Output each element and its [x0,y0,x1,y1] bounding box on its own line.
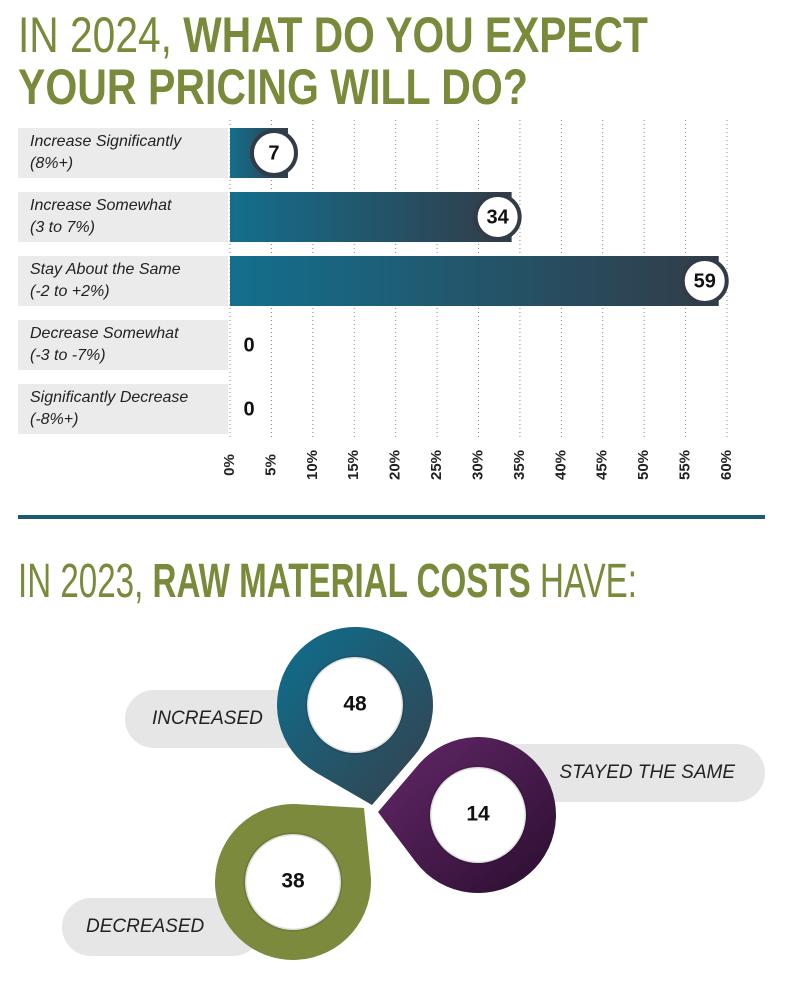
chart-title: IN 2024, WHAT DO YOU EXPECT [18,7,648,63]
pin-center [305,655,405,755]
bar [230,192,512,242]
title-part: WHAT DO YOU EXPECT [183,7,648,63]
label-pill [480,744,765,802]
x-tick-label: 20% [387,450,404,480]
category-label: Increase Somewhat (3 to 7%) [18,192,228,242]
x-tick-label: 40% [552,450,569,480]
chart-title: YOUR PRICING WILL DO? [18,59,528,115]
value-label: 48 [343,693,367,716]
value-label: 7 [268,142,279,164]
category-label: DECREASED [86,916,205,937]
x-tick-label: 50% [635,450,652,480]
category-label: Significantly Decrease (-8%+) [18,384,228,434]
value-label: 0 [243,398,254,420]
category-label: Decrease Somewhat (-3 to -7%) [18,320,228,370]
category-label: Stay About the Same (-2 to +2%) [18,256,228,306]
value-badge [473,193,522,241]
x-tick-label: 60% [718,450,735,480]
x-tick-label: 15% [345,450,362,480]
title-part: IN 2024, [18,7,172,63]
title-part: YOUR PRICING WILL DO? [18,59,528,115]
category-label: STAYED THE SAME [559,762,735,783]
x-tick-label: 45% [594,450,611,480]
category-label: INCREASED [152,708,263,729]
x-tick-label: 35% [511,450,528,480]
value-badge [680,257,729,305]
x-tick-label: 30% [469,450,486,480]
x-tick-label: 25% [428,450,445,480]
value-label: 14 [466,803,490,826]
value-label: 59 [694,270,716,292]
bar [230,256,719,306]
title-part: RAW MATERIAL COSTS [153,554,531,608]
category-label: Increase Significantly (8%+) [18,128,228,178]
x-tick-label: 10% [304,450,321,480]
title-part: IN 2023, [18,554,143,608]
x-tick-label: 5% [262,454,279,476]
x-tick-label: 55% [677,450,694,480]
value-badge [249,129,298,177]
value-label: 34 [487,206,510,228]
title-part: HAVE: [540,554,637,608]
value-label: 0 [243,334,254,356]
value-label: 38 [281,870,305,893]
chart-title: IN 2023, RAW MATERIAL COSTS HAVE: [18,554,637,608]
pin-center [243,832,343,932]
label-pill [62,898,262,956]
pin-center [428,765,528,865]
x-tick-label: 0% [221,454,238,476]
